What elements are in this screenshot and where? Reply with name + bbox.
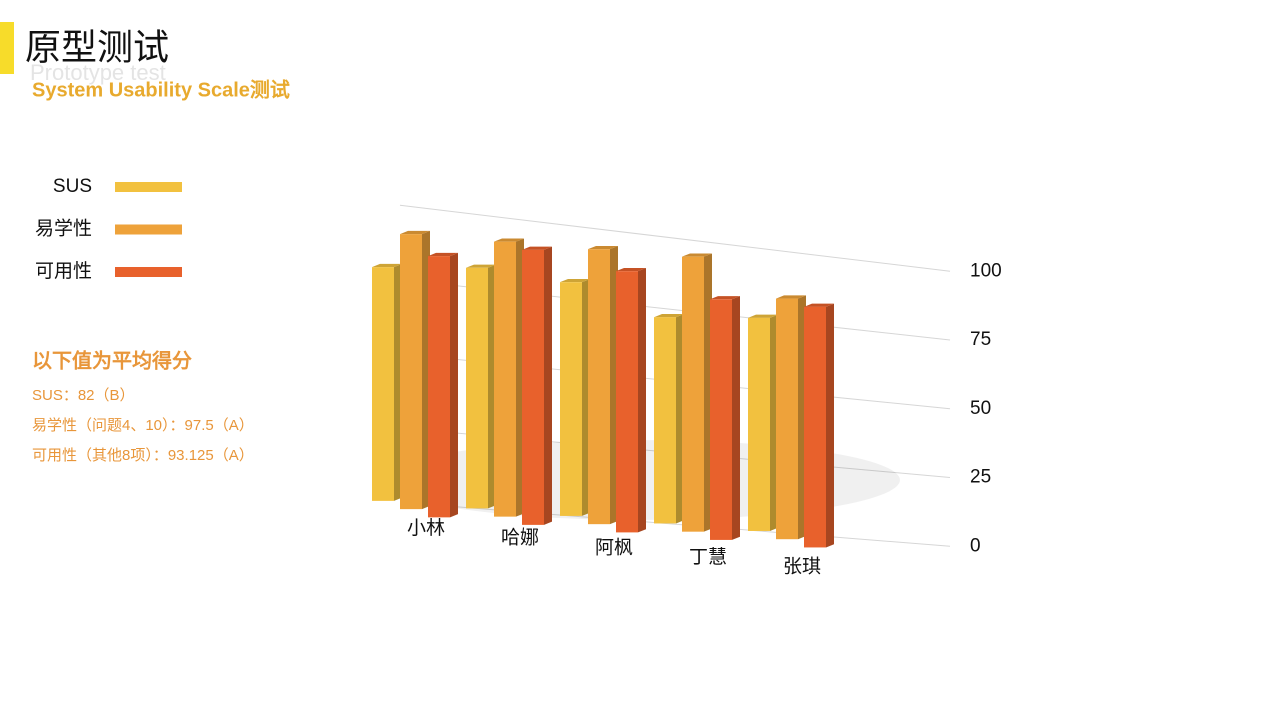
bar-top (748, 314, 778, 318)
bar (428, 256, 450, 518)
x-tick-label: 丁慧 (689, 546, 727, 568)
bar-top (400, 230, 430, 235)
bar (748, 317, 770, 531)
bar-top (654, 313, 684, 318)
notes-heading: 以下值为平均得分 (32, 348, 192, 372)
bar-top (560, 278, 590, 283)
bar-top (372, 263, 402, 268)
bar-top (616, 267, 646, 272)
bar (616, 271, 638, 533)
legend-swatch (115, 182, 182, 192)
note: SUS：82（B） (32, 387, 135, 404)
legend-label: 易学性 (35, 218, 92, 240)
grid-line (399, 204, 951, 272)
x-tick-label: 哈娜 (501, 527, 539, 549)
title: 原型测试 (25, 27, 169, 68)
bar-side (544, 246, 552, 525)
bar-side (638, 267, 646, 533)
bar-top (522, 246, 552, 250)
legend-swatch (115, 224, 182, 235)
note: 可用性（其他8项）：93.125（A） (32, 447, 254, 464)
note: 易学性（问题4、10）：97.5（A） (32, 417, 254, 434)
bar (776, 298, 798, 540)
x-tick-label: 张琪 (783, 555, 821, 577)
bar (522, 249, 544, 525)
legend-label: SUS (53, 176, 92, 197)
bar-top (466, 264, 496, 268)
subtitle: System Usability Scale测试 (32, 78, 290, 101)
bar-top (588, 245, 618, 250)
bar (466, 267, 488, 509)
y-tick-label: 100 (970, 260, 1002, 281)
bar-top (682, 253, 712, 257)
bar (682, 256, 704, 532)
bar-side (732, 296, 740, 540)
y-tick-label: 75 (970, 329, 991, 350)
y-tick-label: 25 (970, 467, 991, 488)
bar-side (826, 303, 834, 548)
bar (710, 299, 732, 540)
bar (400, 234, 422, 510)
bar (494, 241, 516, 517)
bar-top (494, 238, 524, 242)
bar (804, 306, 826, 548)
bar-top (710, 296, 740, 300)
bar (588, 249, 610, 525)
subtitle-en: Prototype test (30, 60, 166, 85)
legend-swatch (115, 267, 182, 277)
bar-top (428, 252, 458, 257)
grid-line (399, 501, 951, 547)
bar-top (776, 295, 806, 299)
y-tick-label: 0 (970, 535, 981, 556)
bar (372, 267, 394, 501)
bar-side (450, 252, 458, 518)
bar-top (804, 303, 834, 307)
x-tick-label: 小林 (407, 517, 445, 539)
accent-bar (0, 22, 14, 74)
legend-label: 可用性 (35, 260, 92, 282)
x-tick-label: 阿枫 (595, 536, 633, 558)
y-tick-label: 50 (970, 398, 991, 419)
bar (654, 317, 676, 524)
bar (560, 282, 582, 516)
